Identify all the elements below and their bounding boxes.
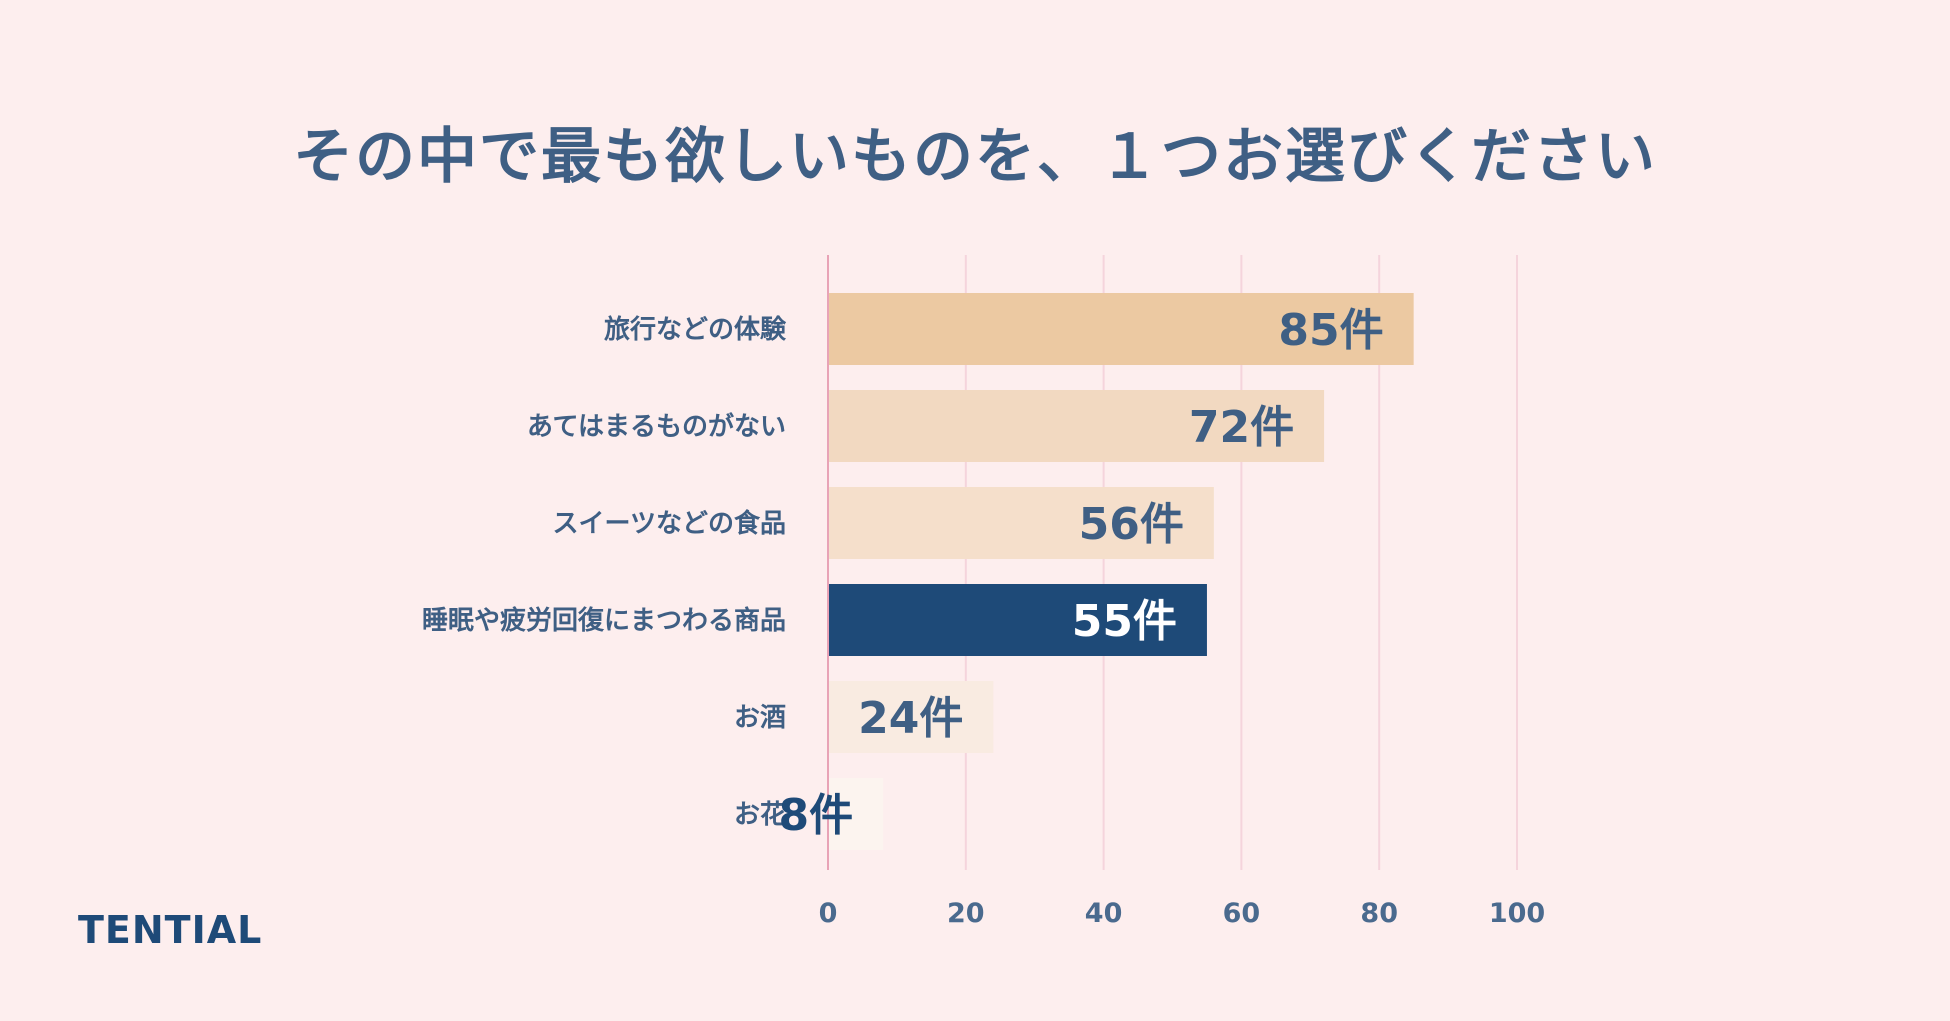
chart-title: その中で最も欲しいものを、１つお選びください	[293, 122, 1657, 192]
value-label: 72件	[1189, 402, 1294, 453]
value-label: 24件	[858, 693, 963, 744]
value-label: 55件	[1072, 596, 1177, 647]
x-tick-label: 0	[819, 898, 838, 929]
bar	[828, 584, 1207, 656]
category-label: お花	[734, 800, 786, 830]
bar-layer	[828, 293, 1414, 850]
x-tick-label: 100	[1489, 898, 1545, 929]
x-tick-label: 80	[1360, 898, 1398, 929]
value-label: 85件	[1278, 305, 1383, 356]
category-label: 旅行などの体験	[604, 314, 787, 345]
bar	[828, 293, 1414, 365]
category-label: スイーツなどの食品	[553, 508, 786, 539]
x-tick-label: 60	[1223, 898, 1261, 929]
value-label: 8件	[778, 790, 853, 841]
category-label: お酒	[734, 703, 786, 733]
bar	[828, 390, 1325, 462]
category-label: あてはまるものがない	[527, 411, 786, 442]
x-tick-label: 40	[1085, 898, 1123, 929]
value-label: 56件	[1079, 499, 1184, 550]
category-label: 睡眠や疲労回復にまつわる商品	[422, 605, 786, 636]
brand-logo: TENTIAL	[78, 908, 263, 952]
bar	[828, 487, 1214, 559]
bar	[828, 681, 994, 753]
bar	[828, 778, 884, 850]
x-tick-label: 20	[947, 898, 985, 929]
